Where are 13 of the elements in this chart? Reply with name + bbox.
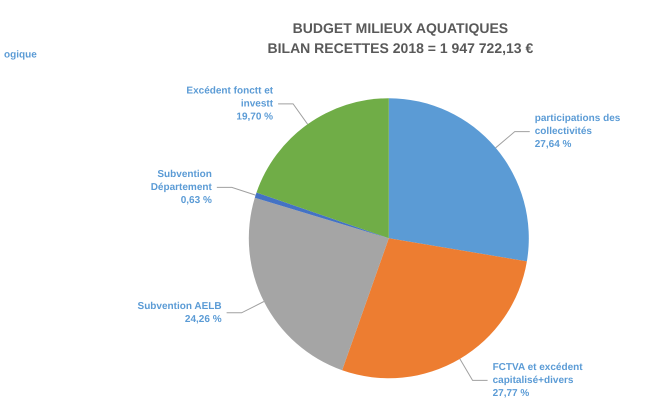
data-label: 24,26 % [184, 314, 222, 325]
data-label: 27,64 % [534, 139, 572, 150]
text: ogique [4, 50, 38, 60]
slice-label: Excédent fonctt et investt [186, 85, 274, 110]
chart-title: BUDGET MILIEUX AQUATIQUES [292, 20, 508, 36]
slice-label: Subvention AELB [138, 300, 222, 312]
slice-label: FCTVA et excédent capitalisé+divers [492, 362, 584, 386]
data-label: 0,63 % [180, 194, 212, 206]
data-label: 19,70 % [236, 111, 274, 122]
slice-label: Subvention Département [150, 168, 212, 193]
data-label: 27,77 % [492, 388, 530, 399]
chart-subtitle: BILAN RECETTES 2018 = 1 947 722,13 € [268, 40, 534, 56]
slice-label: participations des collectivités [534, 113, 621, 138]
